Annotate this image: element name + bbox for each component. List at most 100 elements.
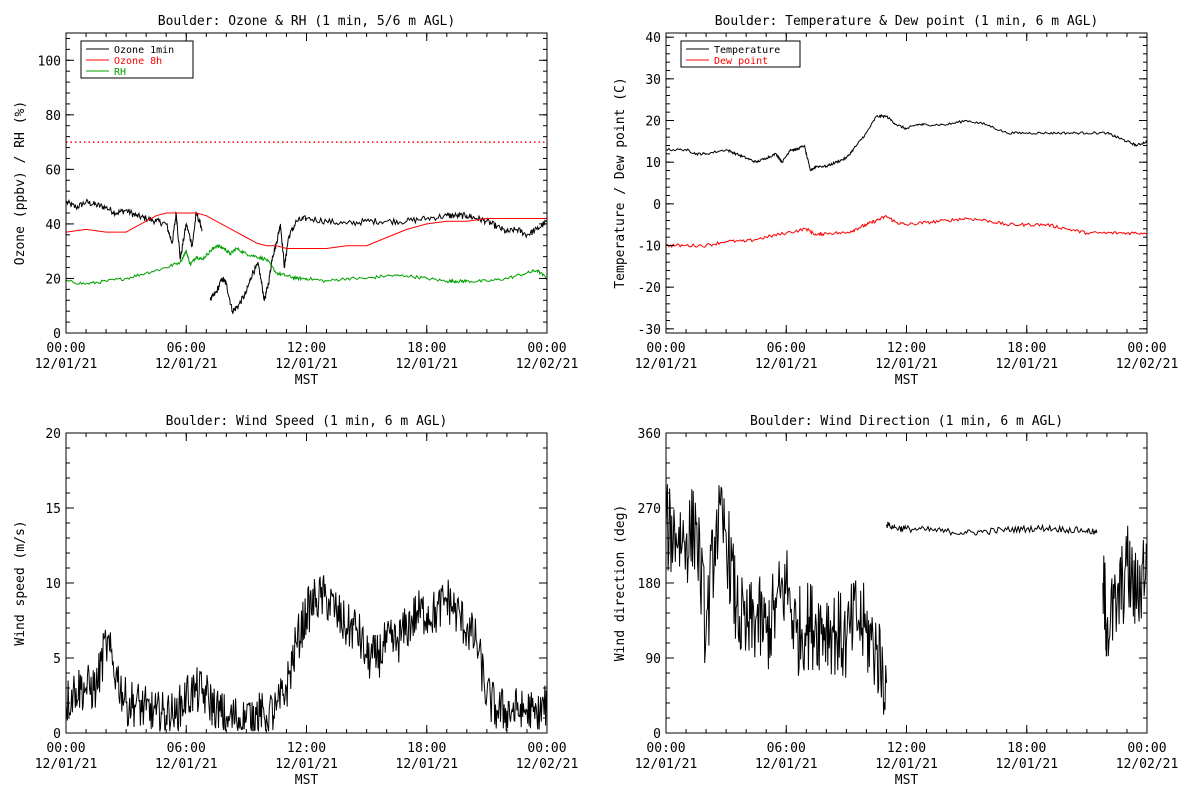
chart-title: Boulder: Temperature & Dew point (1 min,…	[715, 14, 1099, 29]
y-tick-label: 360	[638, 427, 661, 442]
x-tick-label: 00:00	[527, 741, 566, 756]
y-tick-label: -20	[638, 281, 661, 296]
y-tick-label: 20	[645, 115, 661, 130]
x-tick-date-label: 12/01/21	[35, 357, 98, 372]
x-tick-label: 12:00	[887, 341, 926, 356]
x-tick-date-label: 12/01/21	[635, 757, 698, 772]
legend-entry: Dew point	[714, 56, 768, 67]
y-tick-label: 90	[645, 652, 661, 667]
x-tick-label: 00:00	[1127, 741, 1166, 756]
y-tick-label: 30	[645, 73, 661, 88]
y-tick-label: 20	[45, 427, 61, 442]
y-tick-label: 100	[38, 54, 61, 69]
series-line-dew-point	[666, 214, 1147, 248]
series-line-2	[1102, 525, 1147, 657]
x-tick-date-label: 12/01/21	[875, 757, 938, 772]
x-tick-label: 00:00	[646, 741, 685, 756]
x-tick-label: 06:00	[167, 341, 206, 356]
legend-entry: Ozone 8h	[114, 56, 162, 67]
x-tick-label: 06:00	[167, 741, 206, 756]
y-tick-label: 10	[45, 577, 61, 592]
x-tick-label: 18:00	[1007, 341, 1046, 356]
x-tick-date-label: 12/01/21	[875, 357, 938, 372]
chart-title: Boulder: Ozone & RH (1 min, 5/6 m AGL)	[158, 14, 455, 29]
x-tick-label: 12:00	[287, 741, 326, 756]
x-tick-label: 00:00	[646, 341, 685, 356]
y-axis-label: Wind direction (deg)	[613, 505, 628, 662]
y-axis-label: Temperature / Dew point (C)	[613, 77, 628, 288]
x-tick-date-label: 12/01/21	[155, 357, 218, 372]
series-line-0	[666, 484, 887, 715]
x-tick-label: 00:00	[46, 341, 85, 356]
x-tick-date-label: 12/02/21	[516, 757, 579, 772]
y-tick-label: 20	[45, 272, 61, 287]
x-tick-date-label: 12/01/21	[275, 757, 338, 772]
chart-panel-temperature: Boulder: Temperature & Dew point (1 min,…	[613, 14, 1178, 388]
series-line-0	[66, 575, 547, 732]
y-tick-label: 80	[45, 109, 61, 124]
axes-frame	[665, 32, 1148, 334]
x-tick-date-label: 12/02/21	[1116, 357, 1179, 372]
legend-entry: RH	[114, 67, 126, 78]
y-tick-label: 40	[45, 218, 61, 233]
series-line-1	[886, 521, 1098, 537]
x-tick-date-label: 12/01/21	[155, 757, 218, 772]
x-tick-label: 12:00	[287, 341, 326, 356]
x-tick-label: 18:00	[1007, 741, 1046, 756]
y-tick-label: 15	[45, 502, 61, 517]
x-tick-date-label: 12/01/21	[395, 757, 458, 772]
y-tick-label: 5	[53, 652, 61, 667]
x-tick-date-label: 12/01/21	[35, 757, 98, 772]
chart-panel-ozone: Boulder: Ozone & RH (1 min, 5/6 m AGL) 0 2…	[13, 14, 578, 388]
y-tick-label: 60	[45, 163, 61, 178]
x-tick-label: 00:00	[527, 341, 566, 356]
x-tick-date-label: 12/01/21	[395, 357, 458, 372]
y-axis-label: Ozone (ppbv) / RH (%)	[13, 101, 28, 265]
y-tick-label: 180	[638, 577, 661, 592]
y-tick-label: -10	[638, 240, 661, 255]
series-line-ozone-1min	[66, 198, 547, 314]
x-tick-date-label: 12/01/21	[755, 357, 818, 372]
x-tick-label: 18:00	[407, 741, 446, 756]
x-tick-label: 00:00	[46, 741, 85, 756]
legend-entry: Temperature	[714, 45, 780, 56]
plot-area	[666, 484, 1147, 715]
plot-area	[66, 141, 547, 314]
x-tick-date-label: 12/01/21	[995, 357, 1058, 372]
x-tick-date-label: 12/01/21	[635, 357, 698, 372]
chart-title: Boulder: Wind Speed (1 min, 6 m AGL)	[166, 414, 448, 429]
x-tick-label: 18:00	[407, 341, 446, 356]
y-axis-label: Wind speed (m/s)	[13, 520, 28, 645]
chart-panel-wind_direction: Boulder: Wind Direction (1 min, 6 m AGL)…	[613, 414, 1178, 788]
x-axis-label: MST	[295, 373, 319, 388]
chart-title: Boulder: Wind Direction (1 min, 6 m AGL)	[750, 414, 1063, 429]
y-tick-label: 10	[645, 156, 661, 171]
series-line-rh	[66, 243, 547, 285]
legend-entry: Ozone 1min	[114, 45, 174, 56]
plot-area	[666, 113, 1147, 248]
series-line-temperature	[666, 113, 1147, 172]
y-tick-label: 0	[53, 727, 61, 742]
y-tick-label: 0	[53, 327, 61, 342]
y-tick-label: 0	[653, 198, 661, 213]
legend-box	[680, 40, 801, 68]
series-line-ozone-8h	[66, 212, 547, 249]
x-tick-date-label: 12/02/21	[1116, 757, 1179, 772]
x-tick-date-label: 12/01/21	[995, 757, 1058, 772]
plot-area	[66, 575, 547, 732]
x-tick-label: 06:00	[767, 741, 806, 756]
x-tick-date-label: 12/01/21	[755, 757, 818, 772]
x-axis-label: MST	[895, 773, 919, 788]
x-tick-date-label: 12/01/21	[275, 357, 338, 372]
y-tick-label: 0	[653, 727, 661, 742]
y-tick-label: 40	[645, 31, 661, 46]
chart-panel-wind_speed: Boulder: Wind Speed (1 min, 6 m AGL) 0 5 10…	[13, 414, 578, 788]
x-tick-label: 12:00	[887, 741, 926, 756]
x-axis-label: MST	[295, 773, 319, 788]
y-tick-label: -30	[638, 323, 661, 338]
x-tick-label: 00:00	[1127, 341, 1166, 356]
